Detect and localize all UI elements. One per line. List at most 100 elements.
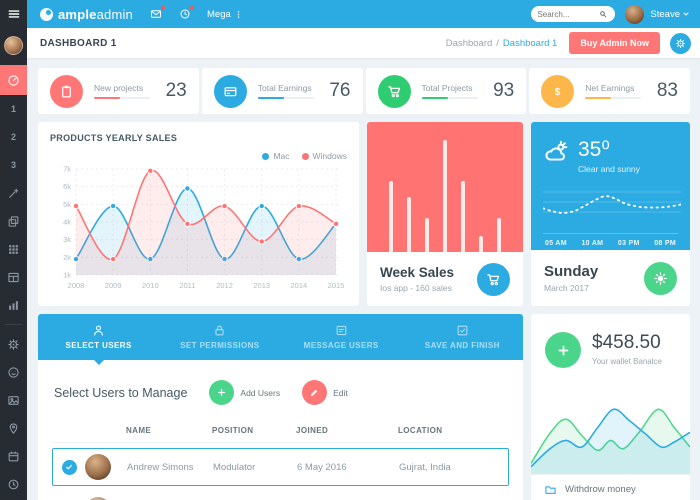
chart-legend: Mac Windows xyxy=(50,151,347,161)
temperature-value: 35⁰ xyxy=(578,138,610,161)
tab-message-users[interactable]: MESSAGE USERS xyxy=(281,314,402,360)
user-wizard-card: SELECT USERS SET PERMISSIONS MESSAGE USE… xyxy=(38,314,523,500)
user-name-label: Steave xyxy=(650,8,680,20)
tab-label: MESSAGE USERS xyxy=(303,341,379,350)
svg-text:2010: 2010 xyxy=(142,281,159,290)
stat-progress xyxy=(94,97,150,99)
messages-button[interactable] xyxy=(150,6,165,20)
stat-value: 76 xyxy=(329,80,351,101)
breadcrumb-separator: / xyxy=(496,37,499,49)
cart-icon xyxy=(486,272,501,287)
gear-icon xyxy=(675,38,686,49)
wizard-tabs: SELECT USERS SET PERMISSIONS MESSAGE USE… xyxy=(38,314,523,365)
search-box[interactable] xyxy=(531,6,616,22)
stat-card-new-projects: New projects 23 xyxy=(38,68,199,114)
layers-icon xyxy=(7,215,20,228)
sidebar-item-dashboard[interactable] xyxy=(0,65,27,95)
search-input[interactable] xyxy=(537,9,600,19)
week-sales-subtitle: Ios app - 160 sales xyxy=(380,283,452,293)
column-header-name: NAME xyxy=(126,426,152,435)
sidebar-item-3[interactable]: 3 xyxy=(0,151,27,179)
magic-wand-icon xyxy=(7,187,20,200)
app-logo[interactable]: ample admin xyxy=(40,7,133,22)
tab-label: SET PERMISSIONS xyxy=(180,341,260,350)
settings-button[interactable] xyxy=(670,32,691,54)
sidebar: 1 2 3 xyxy=(0,0,27,500)
tab-set-permissions[interactable]: SET PERMISSIONS xyxy=(159,314,280,360)
breadcrumb-bar: DASHBOARD 1 Dashboard / Dashboard 1 Buy … xyxy=(27,28,700,58)
mega-menu-button[interactable]: Mega xyxy=(207,9,243,20)
logo-text-bold: ample xyxy=(58,6,97,22)
row-checkbox-checked[interactable] xyxy=(61,459,77,475)
sidebar-item-tables[interactable] xyxy=(0,263,27,291)
users-table: NAME POSITION JOINED LOCATION Andrew Sim… xyxy=(52,419,509,500)
message-icon xyxy=(335,324,348,337)
user-menu[interactable]: Steave xyxy=(650,9,690,20)
sidebar-avatar[interactable] xyxy=(4,36,23,55)
lock-icon xyxy=(213,324,226,337)
svg-text:2012: 2012 xyxy=(216,281,233,290)
table-header: NAME POSITION JOINED LOCATION xyxy=(52,419,509,443)
sidebar-item-maps[interactable] xyxy=(0,414,27,442)
search-icon[interactable] xyxy=(599,10,607,18)
dashboard-gauge-icon xyxy=(7,74,20,87)
wallet-area-chart xyxy=(531,408,690,474)
svg-text:6k: 6k xyxy=(63,182,71,191)
user-avatar[interactable] xyxy=(625,4,645,24)
sidebar-item-charts[interactable] xyxy=(0,291,27,319)
wallet-add-button[interactable] xyxy=(545,332,581,368)
sidebar-item-themes[interactable] xyxy=(0,179,27,207)
add-users-button[interactable]: Add Users xyxy=(209,380,280,405)
sidebar-number-label: 2 xyxy=(10,132,16,142)
alerts-button[interactable] xyxy=(179,6,194,20)
table-row[interactable]: Hanna Gover Admin 17 Jan 2006 Texas, Uni… xyxy=(52,491,509,500)
sidebar-number-label: 3 xyxy=(10,160,16,170)
withdraw-money-button[interactable]: Withdrow money xyxy=(531,474,690,500)
week-sales-bar xyxy=(425,218,429,252)
stat-progress xyxy=(585,97,642,99)
legend-label: Windows xyxy=(312,151,347,161)
plus-icon xyxy=(209,380,235,405)
sidebar-item-1[interactable]: 1 xyxy=(0,95,27,123)
tab-select-users[interactable]: SELECT USERS xyxy=(38,314,159,360)
tab-save-and-finish[interactable]: SAVE AND FINISH xyxy=(402,314,523,360)
cell-location: Gujrat, India xyxy=(399,461,451,473)
sidebar-item-icons[interactable] xyxy=(0,358,27,386)
sidebar-item-clock[interactable] xyxy=(0,470,27,498)
stat-progress xyxy=(257,97,314,99)
week-sales-bar xyxy=(479,236,483,252)
wallet-icon xyxy=(213,74,247,108)
sidebar-item-gallery[interactable] xyxy=(0,386,27,414)
sidebar-item-2[interactable]: 2 xyxy=(0,123,27,151)
stat-label: Net Earnings xyxy=(585,83,635,93)
mega-label: Mega xyxy=(207,8,231,20)
buy-admin-button[interactable]: Buy Admin Now xyxy=(569,32,660,54)
weather-sun-button[interactable] xyxy=(644,261,677,295)
sidebar-item-settings[interactable] xyxy=(0,330,27,358)
sidebar-divider xyxy=(5,324,22,325)
week-sales-cart-button[interactable] xyxy=(477,262,510,296)
sidebar-item-widgets[interactable] xyxy=(0,235,27,263)
tab-label: SELECT USERS xyxy=(65,341,132,350)
breadcrumb-parent[interactable]: Dashboard xyxy=(445,37,493,49)
stat-card-total-projects: Total Projects 93 xyxy=(365,68,527,114)
page-title: DASHBOARD 1 xyxy=(40,37,117,49)
add-users-label: Add Users xyxy=(240,387,281,398)
withdraw-label: Withdrow money xyxy=(565,484,636,495)
edit-button[interactable]: Edit xyxy=(302,380,348,405)
sidebar-item-calendar[interactable] xyxy=(0,442,27,470)
sidebar-item-pages[interactable] xyxy=(0,207,27,235)
person-icon xyxy=(92,324,105,337)
week-sales-bar xyxy=(497,218,501,252)
weather-day: Sunday xyxy=(544,263,599,280)
mail-icon xyxy=(150,8,162,20)
legend-item-windows: Windows xyxy=(301,151,347,161)
wallet-balance: $458.50 xyxy=(592,332,661,353)
stat-card-total-earnings: Total Earnings 76 xyxy=(201,68,363,114)
menu-toggle-button[interactable] xyxy=(0,0,27,28)
time-label: 10 AM xyxy=(581,240,604,247)
legend-dot-windows xyxy=(301,152,309,160)
table-row[interactable]: Andrew Simons Modulator 6 May 2016 Gujra… xyxy=(52,448,509,486)
cell-joined: 6 May 2016 xyxy=(297,461,347,473)
clipboard-icon xyxy=(50,74,83,108)
